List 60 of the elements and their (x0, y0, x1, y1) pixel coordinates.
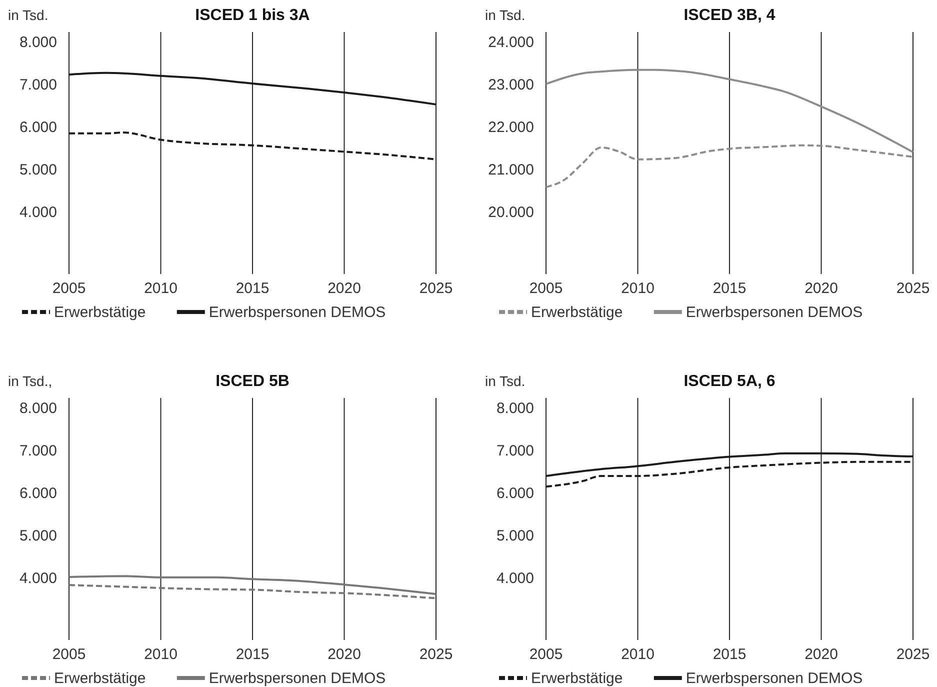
x-tick-label: 2005 (529, 280, 563, 297)
y-tick-label: 24.000 (488, 34, 534, 51)
line-series (545, 144, 914, 188)
legend-label: Erwerbspersonen DEMOS (208, 670, 386, 687)
y-tick-label: 6.000 (19, 119, 57, 136)
y-tick-label: 6.000 (19, 485, 57, 502)
legend-label: Erwerbstätige (531, 304, 623, 321)
y-axis-title: in Tsd. (8, 7, 48, 23)
x-tick-label: 2010 (621, 646, 654, 663)
line-series (68, 575, 437, 595)
x-tick-label: 2020 (328, 646, 361, 663)
x-tick-label: 2005 (52, 280, 86, 297)
chart-title: ISCED 3B, 4 (684, 7, 776, 24)
y-tick-label: 7.000 (496, 442, 534, 460)
x-tick-label: 2010 (144, 646, 178, 663)
x-tick-label: 2020 (804, 280, 838, 297)
y-tick-label: 22.000 (488, 119, 534, 136)
y-tick-label: 8.000 (496, 400, 534, 417)
y-tick-label: 20.000 (488, 204, 534, 222)
y-axis-title: in Tsd., (8, 373, 52, 389)
legend-label: Erwerbstätige (54, 304, 146, 321)
y-tick-label: 7.000 (19, 76, 57, 94)
y-tick-label: 6.000 (496, 485, 534, 502)
y-tick-label: 7.000 (19, 442, 57, 460)
legend-label: Erwerbstätige (531, 670, 623, 687)
line-series (68, 584, 437, 600)
legend-label: Erwerbstätige (54, 670, 146, 687)
y-tick-label: 21.000 (488, 162, 534, 179)
x-tick-label: 2025 (896, 280, 930, 297)
y-axis-title: in Tsd. (485, 7, 526, 23)
x-tick-label: 2010 (144, 280, 178, 297)
x-tick-label: 2025 (419, 646, 453, 663)
y-axis-title: in Tsd. (485, 373, 526, 389)
x-tick-label: 2015 (712, 280, 746, 297)
x-tick-label: 2015 (236, 646, 270, 663)
y-tick-label: 5.000 (496, 528, 534, 545)
y-tick-label: 5.000 (19, 528, 57, 545)
x-tick-label: 2020 (804, 646, 838, 663)
x-tick-label: 2015 (236, 280, 270, 297)
y-tick-label: 23.000 (488, 76, 534, 94)
y-tick-label: 8.000 (19, 34, 57, 51)
x-tick-label: 2025 (419, 280, 453, 297)
chart-title: ISCED 5B (216, 373, 290, 390)
line-series (545, 68, 914, 154)
y-tick-label: 4.000 (19, 570, 57, 588)
y-tick-label: 5.000 (19, 162, 57, 179)
chart-title: ISCED 5A, 6 (684, 373, 776, 390)
y-tick-label: 8.000 (19, 400, 57, 417)
legend-label: Erwerbspersonen DEMOS (208, 304, 386, 321)
legend-label: Erwerbspersonen DEMOS (686, 670, 863, 687)
x-tick-label: 2025 (896, 646, 930, 663)
legend-label: Erwerbspersonen DEMOS (686, 304, 863, 321)
x-tick-label: 2010 (621, 280, 654, 297)
y-tick-label: 4.000 (19, 204, 57, 222)
x-tick-label: 2015 (712, 646, 746, 663)
x-tick-label: 2020 (328, 280, 361, 297)
y-tick-label: 4.000 (496, 570, 534, 588)
x-tick-label: 2005 (52, 646, 86, 663)
chart-title: ISCED 1 bis 3A (195, 7, 310, 24)
x-tick-label: 2005 (529, 646, 563, 663)
